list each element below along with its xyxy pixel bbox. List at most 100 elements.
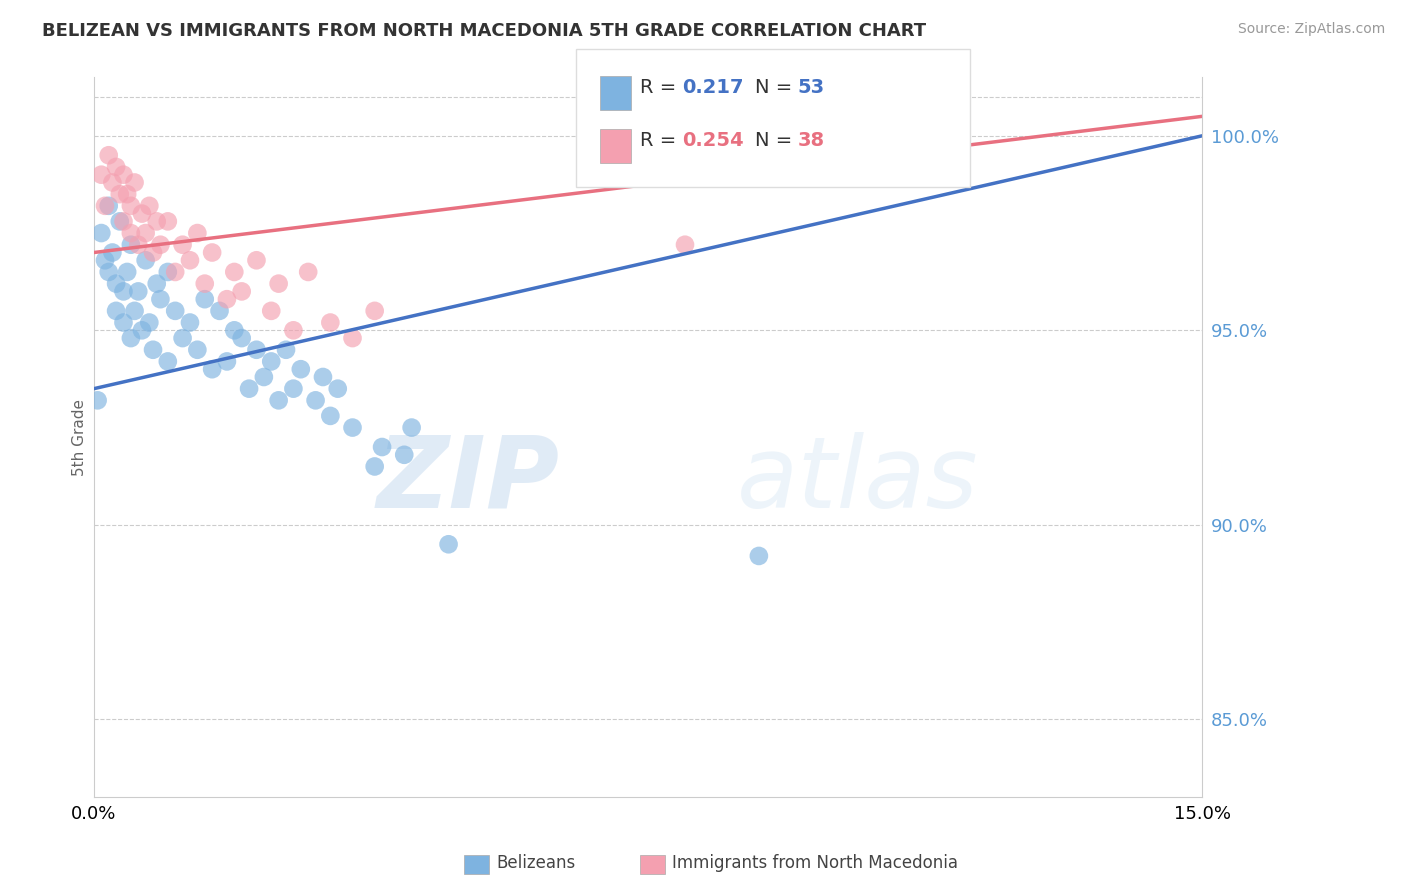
Point: [297, 265, 319, 279]
Point: [112, 285, 135, 299]
Point: [267, 393, 290, 408]
Point: [245, 253, 267, 268]
Text: 0.254: 0.254: [682, 131, 744, 150]
Point: [145, 277, 167, 291]
Point: [97, 199, 120, 213]
Point: [194, 292, 217, 306]
Text: 53: 53: [797, 78, 824, 96]
Point: [319, 316, 342, 330]
Point: [120, 226, 142, 240]
Point: [267, 277, 290, 291]
Point: [342, 420, 364, 434]
Point: [371, 440, 394, 454]
Point: [86, 393, 108, 408]
Point: [94, 253, 117, 268]
Point: [138, 316, 160, 330]
Point: [290, 362, 312, 376]
Text: 0.217: 0.217: [682, 78, 744, 96]
Point: [231, 331, 253, 345]
Point: [124, 303, 146, 318]
Text: Source: ZipAtlas.com: Source: ZipAtlas.com: [1237, 22, 1385, 37]
Point: [165, 265, 187, 279]
Text: N =: N =: [755, 131, 799, 150]
Point: [260, 354, 283, 368]
Point: [215, 354, 238, 368]
Point: [231, 285, 253, 299]
Text: 38: 38: [797, 131, 824, 150]
Point: [673, 237, 696, 252]
Point: [156, 354, 179, 368]
Point: [149, 292, 172, 306]
Point: [156, 214, 179, 228]
Point: [105, 160, 128, 174]
Point: [283, 382, 305, 396]
Point: [131, 323, 153, 337]
Point: [97, 148, 120, 162]
Point: [115, 187, 138, 202]
Point: [120, 237, 142, 252]
Point: [138, 199, 160, 213]
Point: [131, 206, 153, 220]
Point: [112, 168, 135, 182]
Point: [97, 265, 120, 279]
Text: R =: R =: [640, 131, 682, 150]
Point: [124, 176, 146, 190]
Point: [319, 409, 342, 423]
Point: [179, 316, 201, 330]
Point: [208, 303, 231, 318]
Point: [224, 265, 246, 279]
Text: BELIZEAN VS IMMIGRANTS FROM NORTH MACEDONIA 5TH GRADE CORRELATION CHART: BELIZEAN VS IMMIGRANTS FROM NORTH MACEDO…: [42, 22, 927, 40]
Point: [201, 362, 224, 376]
Point: [172, 237, 194, 252]
Point: [165, 303, 187, 318]
Point: [215, 292, 238, 306]
Point: [401, 420, 423, 434]
Point: [135, 253, 157, 268]
Point: [274, 343, 297, 357]
Y-axis label: 5th Grade: 5th Grade: [72, 399, 87, 475]
Point: [326, 382, 349, 396]
Text: Belizeans: Belizeans: [496, 854, 575, 871]
Point: [101, 176, 124, 190]
Point: [120, 199, 142, 213]
Point: [245, 343, 267, 357]
Text: ZIP: ZIP: [377, 432, 560, 529]
Point: [120, 331, 142, 345]
Point: [172, 331, 194, 345]
Point: [304, 393, 326, 408]
Point: [108, 214, 131, 228]
Point: [112, 214, 135, 228]
Point: [142, 343, 165, 357]
Point: [145, 214, 167, 228]
Point: [437, 537, 460, 551]
Text: N =: N =: [755, 78, 799, 96]
Text: R =: R =: [640, 78, 682, 96]
Point: [748, 549, 770, 563]
Point: [108, 187, 131, 202]
Point: [156, 265, 179, 279]
Point: [105, 303, 128, 318]
Point: [90, 168, 112, 182]
Point: [238, 382, 260, 396]
Point: [312, 370, 335, 384]
Point: [105, 277, 128, 291]
Point: [224, 323, 246, 337]
Point: [363, 303, 385, 318]
Point: [94, 199, 117, 213]
Point: [342, 331, 364, 345]
Point: [394, 448, 416, 462]
Point: [115, 265, 138, 279]
Point: [127, 285, 149, 299]
Point: [149, 237, 172, 252]
Point: [101, 245, 124, 260]
Text: Immigrants from North Macedonia: Immigrants from North Macedonia: [672, 854, 957, 871]
Point: [201, 245, 224, 260]
Point: [179, 253, 201, 268]
Point: [127, 237, 149, 252]
Text: atlas: atlas: [737, 432, 979, 529]
Point: [186, 343, 208, 357]
Point: [194, 277, 217, 291]
Point: [283, 323, 305, 337]
Point: [260, 303, 283, 318]
Point: [135, 226, 157, 240]
